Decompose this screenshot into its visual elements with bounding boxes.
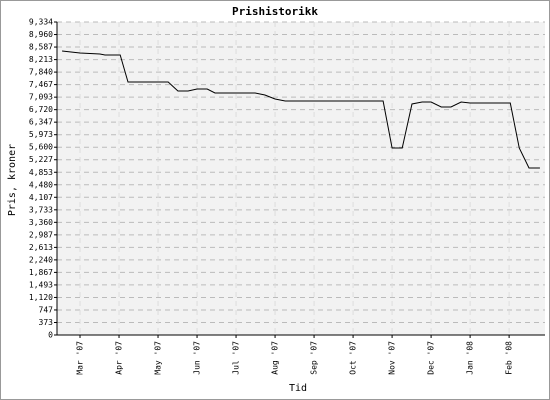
chart-title: Prishistorikk: [232, 5, 318, 18]
y-tick-label: 4,107: [29, 193, 53, 202]
y-tick-label: 747: [39, 305, 54, 314]
x-tick-label: Aug '07: [271, 341, 280, 375]
y-tick-label: 7,467: [29, 80, 53, 89]
y-tick-label: 9,334: [29, 18, 53, 27]
y-tick-label: 8,213: [29, 55, 53, 64]
x-tick-label: Feb '08: [505, 341, 514, 375]
y-tick-label: 5,973: [29, 130, 53, 139]
y-tick-label: 4,480: [29, 180, 53, 189]
y-axis-label: Pris, kroner: [7, 144, 18, 216]
y-tick-label: 8,587: [29, 43, 53, 52]
plot-area: [57, 22, 545, 335]
x-tick-label: Mar '07: [76, 341, 85, 375]
y-tick-label: 7,840: [29, 68, 53, 77]
y-tick-label: 5,227: [29, 155, 53, 164]
x-tick-label: Oct '07: [349, 341, 358, 375]
y-tick-label: 5,600: [29, 143, 53, 152]
y-tick-label: 1,493: [29, 280, 53, 289]
y-tick-label: 3,360: [29, 218, 53, 227]
x-tick-label: Sep '07: [310, 341, 319, 375]
y-tick-label: 4,853: [29, 168, 53, 177]
x-tick-label: Dec '07: [427, 341, 436, 375]
y-tick-label: 2,613: [29, 243, 53, 252]
x-tick-label: Jan '08: [466, 341, 475, 375]
x-tick-label: May '07: [154, 341, 163, 375]
y-tick-label: 6,347: [29, 118, 53, 127]
y-tick-label: 6,720: [29, 105, 53, 114]
y-tick-label: 373: [39, 318, 54, 327]
y-tick-label: 8,960: [29, 30, 53, 39]
x-axis-label: Tid: [289, 383, 307, 394]
y-tick-label: 1,120: [29, 293, 53, 302]
y-tick-label: 2,240: [29, 255, 53, 264]
y-tick-label: 1,867: [29, 268, 53, 277]
price-line: [62, 50, 540, 169]
y-tick-label: 3,733: [29, 205, 53, 214]
x-tick-label: Nov '07: [388, 341, 397, 375]
y-tick-label: 0: [48, 331, 53, 340]
y-tick-label: 2,987: [29, 230, 53, 239]
x-tick-label: Jul '07: [232, 341, 241, 375]
x-tick-label: Apr '07: [115, 341, 124, 375]
y-tick-label: 7,093: [29, 93, 53, 102]
x-tick-label: Jun '07: [193, 341, 202, 375]
